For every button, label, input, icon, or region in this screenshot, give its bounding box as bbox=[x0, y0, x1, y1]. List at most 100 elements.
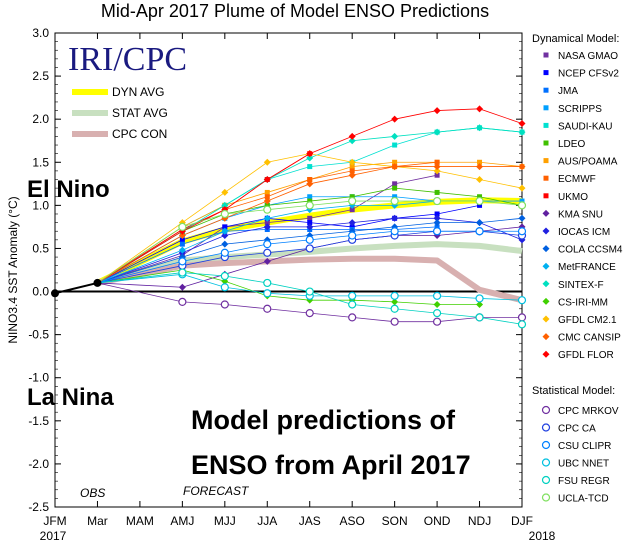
series-ldeo-point bbox=[307, 198, 313, 204]
series-ubc-nnet-point bbox=[220, 283, 229, 292]
series-nasa-gmao-point bbox=[434, 172, 440, 178]
series-ecmwf-point bbox=[307, 177, 313, 183]
average-legend-label: CPC CON bbox=[112, 127, 167, 141]
series-nasa-gmao-point bbox=[264, 220, 270, 226]
series-iocas-icm-line bbox=[97, 217, 523, 284]
x-tick-label: Mar bbox=[87, 514, 108, 528]
series-csu-clipr-point bbox=[220, 248, 229, 257]
obs-label: OBS bbox=[80, 486, 105, 500]
statistical-legend-label: CSU CLIPR bbox=[558, 441, 611, 452]
legend-fsu-regr-point bbox=[541, 475, 551, 485]
series-ldeo-point bbox=[349, 194, 355, 200]
legend-ecmwf-point bbox=[543, 175, 549, 181]
series-fsu-regr-point bbox=[432, 308, 442, 318]
x-tick-label: OND bbox=[424, 514, 451, 528]
forecast-label: FORECAST bbox=[183, 484, 250, 498]
series-nasa-gmao-point bbox=[392, 181, 398, 187]
series-gfdl-flor-point bbox=[391, 115, 399, 123]
y-tick-label: 1.0 bbox=[32, 198, 49, 212]
series-jma-point bbox=[179, 241, 185, 247]
series-ncep-cfsv2-point bbox=[349, 224, 355, 230]
series-cmc-cansip-point bbox=[348, 171, 356, 179]
legend-sintex-f-point bbox=[542, 280, 550, 288]
series-ucla-tcd-line bbox=[97, 200, 523, 284]
y-tick-label: 2.5 bbox=[32, 69, 49, 83]
series-cpc-mrkov-point bbox=[305, 308, 314, 318]
series-sintex-f-point bbox=[221, 201, 229, 209]
series-cpc-mrkov-point bbox=[517, 313, 527, 322]
series-aus-poama-point bbox=[264, 189, 270, 195]
series-iocas-icm-point bbox=[263, 223, 271, 231]
series-cmc-cansip-line bbox=[97, 166, 522, 284]
x-axis-ticks: JFM Mar MAM AMJ MJJ JJA JAS ASO SON OND NDJ DJF bbox=[43, 33, 533, 528]
y-axis-ticks: 3.0 2.5 2.0 1.5 1.0 0.5 0.0 -0.5 -1.0 -1.5 -2.0 -2.… bbox=[28, 26, 522, 514]
dynamical-legend-label: SCRIPPS bbox=[558, 104, 602, 115]
legend-kma-snu-point bbox=[542, 209, 550, 217]
dynamical-legend-label: ECMWF bbox=[558, 174, 596, 185]
x-tick-label: AMJ bbox=[170, 514, 194, 528]
series-ucla-tcd-point bbox=[263, 205, 272, 214]
series-kma-snu-point bbox=[263, 257, 271, 265]
series-ubc-nnet-point bbox=[432, 291, 442, 300]
series-cpc-mrkov-point bbox=[220, 300, 229, 309]
series-scripps-point bbox=[307, 194, 313, 200]
dynamical-legend-label: GFDL FLOR bbox=[558, 350, 614, 361]
series-fsu-regr-point bbox=[178, 268, 187, 277]
series-ncep-cfsv2-point bbox=[477, 202, 483, 208]
statistical-legend-label: CPC MRKOV bbox=[558, 406, 619, 417]
legend-nasa-gmao-point bbox=[543, 52, 549, 58]
series-saudi-kau-point bbox=[392, 142, 398, 148]
series-cs-iri-mm-point bbox=[433, 300, 441, 308]
dynamical-legend-label: LDEO bbox=[558, 139, 585, 150]
x-tick-label: JFM bbox=[43, 514, 66, 528]
legend-csu-clipr-point bbox=[541, 440, 551, 450]
series-jma-point bbox=[434, 224, 440, 230]
series-cpc-mrkov-point bbox=[178, 297, 187, 306]
series-fsu-regr-point bbox=[475, 313, 484, 322]
series-fsu-regr-line bbox=[97, 272, 523, 325]
x-tick-label: MAM bbox=[126, 514, 154, 528]
series-csu-clipr-point bbox=[517, 227, 527, 236]
series-sintex-f-point bbox=[518, 128, 526, 136]
series-csu-clipr-point bbox=[348, 231, 357, 240]
legend-cpc-mrkov-point bbox=[541, 405, 551, 415]
series-cmc-cansip-point bbox=[263, 197, 271, 205]
dynamical-legend-label: GFDL CM2.1 bbox=[558, 315, 617, 326]
series-cola-ccsm4-point bbox=[476, 219, 484, 227]
series-iocas-icm-point bbox=[391, 214, 399, 222]
series-ubc-nnet-point bbox=[475, 294, 484, 303]
chart-title: Mid-Apr 2017 Plume of Model ENSO Predict… bbox=[101, 1, 489, 21]
series-aus-poama-point bbox=[477, 159, 483, 165]
series-gfdl-flor-point bbox=[306, 150, 314, 158]
dynamical-legend-label: CS-IRI-MM bbox=[558, 297, 608, 308]
series-ldeo-point bbox=[477, 194, 483, 200]
y-tick-label: -2.5 bbox=[28, 500, 49, 514]
legend-metfrance-point bbox=[542, 262, 550, 270]
series-sintex-f-point bbox=[476, 124, 484, 132]
legend-cmc-cansip-point bbox=[542, 333, 550, 341]
dynamical-legend-label: CMC CANSIP bbox=[558, 333, 621, 344]
observed-point bbox=[93, 278, 102, 287]
legend-iocas-icm-point bbox=[542, 227, 550, 235]
y-tick-label: 2.0 bbox=[32, 112, 49, 126]
series-ncep-cfsv2-point bbox=[222, 224, 228, 230]
series-ucla-tcd-point bbox=[305, 201, 314, 210]
dynamical-legend-label: JMA bbox=[558, 86, 578, 97]
series-csu-clipr-point bbox=[263, 240, 272, 249]
series-fsu-regr bbox=[97, 268, 527, 329]
y-tick-label: -1.5 bbox=[28, 414, 49, 428]
average-legend-label: DYN AVG bbox=[112, 85, 164, 99]
series-cpc-mrkov-point bbox=[348, 313, 357, 322]
series-fsu-regr-point bbox=[220, 271, 229, 281]
series-ubc-nnet-point bbox=[348, 291, 357, 300]
series-ucla-tcd-point bbox=[178, 222, 187, 232]
caption-line-1: Model predictions of bbox=[191, 405, 456, 435]
legend-gfdl-cm2-1-point bbox=[542, 315, 550, 323]
series-cmc-cansip-point bbox=[306, 180, 314, 188]
series-csu-clipr-line bbox=[97, 230, 522, 284]
series-ncep-cfsv2-point bbox=[179, 237, 185, 243]
series-ubc-nnet-point bbox=[263, 289, 272, 298]
average-line-stat-avg bbox=[96, 241, 523, 286]
series-cpc-mrkov-point bbox=[390, 317, 399, 326]
series-cpc-mrkov-point bbox=[432, 317, 442, 326]
